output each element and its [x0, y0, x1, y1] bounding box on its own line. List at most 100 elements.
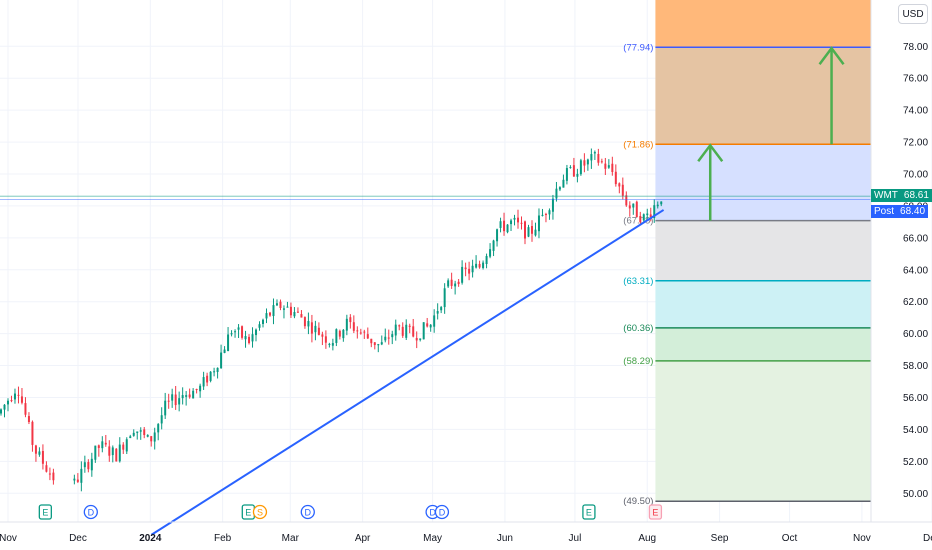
event-letter: D	[305, 508, 312, 518]
candle-body	[20, 396, 23, 403]
currency-selector[interactable]: USD	[898, 4, 928, 24]
candle-body	[468, 268, 471, 274]
candle-body	[436, 311, 439, 314]
candle-body	[377, 344, 380, 346]
candle-body	[457, 281, 460, 285]
event-marker-earnings[interactable]: E	[38, 504, 52, 520]
candle-body	[146, 434, 149, 437]
event-letter: D	[429, 508, 436, 518]
candle-body	[373, 342, 376, 346]
candle-body	[76, 479, 79, 482]
candle-body	[485, 256, 488, 264]
last-price-lines	[0, 195, 871, 200]
fib-zone	[655, 47, 871, 145]
projection-arrow[interactable]	[697, 143, 724, 221]
time-axis[interactable]: Nov Dec 2024 Feb Mar Apr May Jun Jul Aug Sep Oct Nov…	[0, 533, 932, 544]
candle-body	[171, 394, 174, 401]
event-marker-dividend[interactable]: D	[83, 504, 98, 520]
candle-body	[635, 201, 638, 218]
candle-body	[216, 367, 219, 372]
candle-body	[398, 325, 401, 327]
candle-body	[387, 337, 390, 339]
trendline[interactable]	[150, 209, 665, 536]
time-tick-label: Nov	[0, 533, 17, 544]
candle-body	[275, 303, 278, 306]
event-marker-earnings[interactable]: E	[648, 504, 663, 520]
fib-zone	[655, 144, 871, 221]
event-circle	[83, 504, 98, 520]
event-marker-split[interactable]: S	[252, 504, 268, 520]
candle-body	[248, 336, 251, 344]
price-tick-label: 78.00	[903, 42, 928, 53]
projection-arrows[interactable]	[697, 46, 845, 221]
price-tick-label: 76.00	[903, 74, 928, 85]
candle-body	[241, 326, 244, 338]
candle-body	[604, 163, 607, 169]
candle-body	[0, 409, 3, 414]
candle-body	[80, 468, 83, 483]
candle-body	[185, 395, 188, 397]
event-marker-dividend[interactable]: D	[300, 504, 315, 520]
arrow-head	[818, 46, 845, 66]
price-axis[interactable]: 50.00 52.00 54.00 56.00 58.00 60.00 62.00 64.00…	[903, 42, 928, 500]
candle-body	[192, 390, 195, 399]
candle-body	[296, 311, 299, 313]
candle-body	[10, 400, 13, 402]
price-tick-label: 54.00	[903, 425, 928, 436]
candle-body	[24, 403, 27, 415]
event-marker-earnings[interactable]: E	[582, 504, 596, 520]
fib-level-labels: (77.94) (71.86) (67.08) (63.31) (60.36) (58.2…	[623, 42, 653, 507]
candle-body	[129, 436, 132, 439]
price-tick-label: 74.00	[903, 106, 928, 117]
projection-arrow[interactable]	[818, 46, 845, 145]
trendline-segment[interactable]	[150, 209, 665, 536]
candle-body	[174, 394, 177, 406]
candle-body	[422, 322, 425, 340]
candle-body	[642, 214, 645, 221]
candle-body	[576, 173, 579, 177]
price-tick-label: 70.00	[903, 170, 928, 181]
price-tick-label: 66.00	[903, 233, 928, 244]
candle-body	[583, 160, 586, 166]
candle-body	[94, 445, 97, 460]
candle-body	[34, 445, 37, 454]
event-badge	[582, 504, 596, 520]
event-marker-earnings[interactable]: E	[241, 504, 255, 520]
event-letter: D	[88, 508, 95, 518]
candle-body	[118, 444, 121, 462]
candle-body	[356, 330, 359, 332]
candle-body	[6, 400, 9, 405]
candle-body	[178, 398, 181, 405]
time-tick-label: Dec	[923, 533, 932, 544]
candle-body	[419, 338, 422, 340]
event-letter: E	[42, 508, 48, 518]
event-marker-dividend[interactable]: D	[434, 504, 450, 520]
candle-body	[489, 249, 492, 257]
candle-body	[391, 334, 394, 338]
candle-body	[73, 478, 76, 481]
last-price-symbol: WMT	[874, 190, 898, 202]
candle-body	[478, 263, 481, 268]
candle-body	[464, 267, 467, 270]
candle-body	[108, 446, 111, 456]
candle-body	[41, 451, 44, 464]
candle-body	[565, 168, 568, 181]
candle-body	[265, 313, 268, 319]
candle-body	[534, 229, 537, 236]
post-price-label: Post	[874, 205, 895, 217]
candle-body	[303, 317, 306, 327]
time-tick-label: Jun	[497, 533, 513, 544]
candle-body	[48, 473, 51, 475]
candle-body	[548, 210, 551, 215]
candle-body	[653, 205, 656, 219]
candle-body	[530, 226, 533, 234]
candle-body	[31, 421, 34, 445]
price-tick-label: 56.00	[903, 393, 928, 404]
candle-body	[590, 154, 593, 161]
candle-body	[3, 404, 6, 410]
event-badge	[38, 504, 52, 520]
candle-body	[429, 324, 432, 328]
candle-body	[160, 415, 163, 424]
